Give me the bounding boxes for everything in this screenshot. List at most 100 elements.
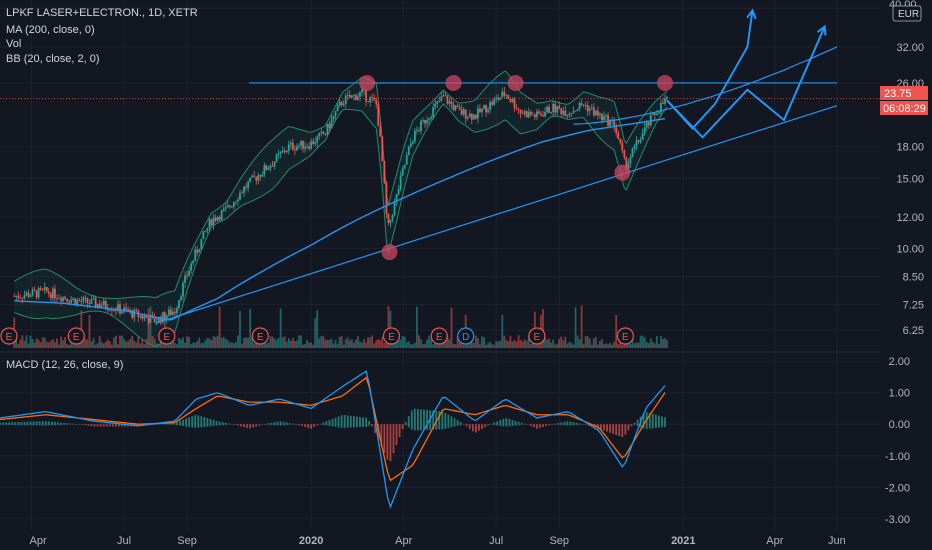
event-label[interactable]: E (388, 332, 395, 343)
macd-histogram-bar (172, 422, 175, 425)
candle-body (572, 110, 575, 114)
time-tick-label[interactable]: Jun (828, 535, 846, 547)
volume-bar (324, 339, 327, 348)
vol-legend[interactable]: Vol (6, 38, 21, 50)
volume-bar (279, 308, 282, 348)
macd-histogram-bar (352, 416, 355, 428)
bb-lower (14, 103, 668, 347)
event-label[interactable]: E (534, 332, 541, 343)
event-label[interactable]: E (257, 332, 264, 343)
volume-bar (354, 339, 357, 348)
event-marker[interactable] (528, 327, 546, 345)
volume-bar (357, 336, 359, 348)
event-marker[interactable] (158, 327, 176, 345)
macd-tick-label[interactable]: -2.00 (885, 482, 910, 494)
volume-bar (135, 342, 138, 348)
projection-arrow-b-arrowhead[interactable] (816, 24, 827, 36)
macd-tick-label[interactable]: 1.00 (889, 388, 910, 400)
projection-arrow-a-arrowhead[interactable] (746, 8, 757, 20)
candle-body (344, 95, 347, 104)
candle-body (501, 91, 504, 98)
currency-label[interactable]: EUR (898, 9, 919, 20)
volume-bar (588, 338, 591, 348)
event-label[interactable]: E (436, 332, 443, 343)
ma-legend[interactable]: MA (200, close, 0) (6, 24, 95, 36)
price-tick-label[interactable]: 15.00 (896, 173, 924, 185)
candle-body (428, 118, 431, 121)
macd-tick-label[interactable]: 2.00 (889, 356, 910, 368)
volume-bar (379, 340, 382, 348)
volume-bar (285, 342, 288, 348)
candle-body (635, 140, 638, 147)
macd-histogram-bar (285, 422, 288, 425)
projection-arrow-b[interactable] (666, 26, 826, 139)
event-marker[interactable] (251, 327, 269, 345)
event-marker[interactable] (616, 327, 634, 345)
candle-body (542, 115, 544, 117)
event-label[interactable]: E (163, 332, 170, 343)
candle-body (251, 175, 254, 178)
volume-bar (243, 337, 245, 348)
price-tick-label[interactable]: 8.50 (903, 272, 924, 284)
candle-body (570, 113, 573, 114)
macd-tick-label[interactable]: -3.00 (885, 514, 910, 526)
event-marker[interactable] (382, 327, 401, 345)
event-marker[interactable] (457, 327, 475, 345)
candle-body (241, 192, 243, 194)
volume-bar (609, 342, 611, 348)
macd-legend[interactable]: MACD (12, 26, close, 9) (6, 359, 123, 371)
candle-body (340, 101, 343, 106)
support-line[interactable] (155, 105, 838, 324)
candle-body (88, 303, 91, 304)
time-tick-label[interactable]: Jul (489, 535, 503, 547)
symbol-legend[interactable]: LPKF LASER+ELECTRON., 1D, XETR (6, 7, 198, 19)
event-label[interactable]: E (73, 332, 80, 343)
candle-body (446, 95, 449, 104)
candle-body (228, 205, 231, 208)
price-tick-label[interactable]: 12.00 (896, 212, 924, 224)
candle-body (415, 130, 418, 132)
candle-body (190, 263, 193, 271)
event-marker[interactable] (67, 327, 85, 345)
time-axis[interactable]: Apr Jul Sep 2020 Apr Jul Sep 2021 Apr Jun (30, 535, 846, 547)
candle-body (51, 288, 54, 299)
price-axis[interactable]: 32.0026.0018.0015.0012.0010.008.507.256.… (885, 42, 924, 526)
price-tick-label[interactable]: 6.25 (903, 325, 924, 337)
macd-histogram-bar (618, 424, 621, 437)
channel-curve[interactable] (573, 46, 838, 125)
candle-body (529, 111, 532, 115)
event-label[interactable]: E (6, 332, 13, 343)
time-tick-label[interactable]: 2020 (299, 535, 323, 547)
time-tick-label[interactable]: Apr (395, 535, 412, 547)
event-label[interactable]: E (622, 332, 629, 343)
time-tick-label[interactable]: Sep (177, 535, 197, 547)
time-tick-label[interactable]: 2021 (671, 535, 695, 547)
time-tick-label[interactable]: Sep (549, 535, 569, 547)
macd-tick-label[interactable]: -1.00 (885, 451, 910, 463)
bb-legend[interactable]: BB (20, close, 2, 0) (6, 53, 100, 65)
volume-bar (43, 337, 46, 348)
time-tick-label[interactable]: Apr (766, 535, 783, 547)
macd-histogram-bar (118, 424, 120, 427)
event-label[interactable]: D (462, 332, 469, 343)
macd-histogram-bar (569, 421, 572, 426)
volume-bar (474, 335, 477, 348)
time-tick-label[interactable]: Jul (117, 535, 131, 547)
volume-bar (560, 336, 563, 348)
price-tick-label[interactable]: 10.00 (896, 244, 924, 256)
price-tick-label[interactable]: 7.25 (903, 299, 924, 311)
price-tick-label[interactable]: 18.00 (896, 142, 924, 154)
event-marker[interactable] (430, 327, 448, 345)
candle-body (523, 111, 526, 114)
macd-tick-label[interactable]: 0.00 (889, 419, 910, 431)
currency-box[interactable] (892, 5, 922, 22)
trend-drawings[interactable] (155, 8, 838, 324)
volume-bar (224, 339, 227, 348)
price-tick-label[interactable]: 32.00 (896, 42, 924, 54)
candle-body (108, 310, 111, 311)
macd-histogram-bar (166, 423, 169, 425)
event-marker[interactable] (0, 327, 18, 345)
time-tick-label[interactable]: Apr (30, 535, 47, 547)
